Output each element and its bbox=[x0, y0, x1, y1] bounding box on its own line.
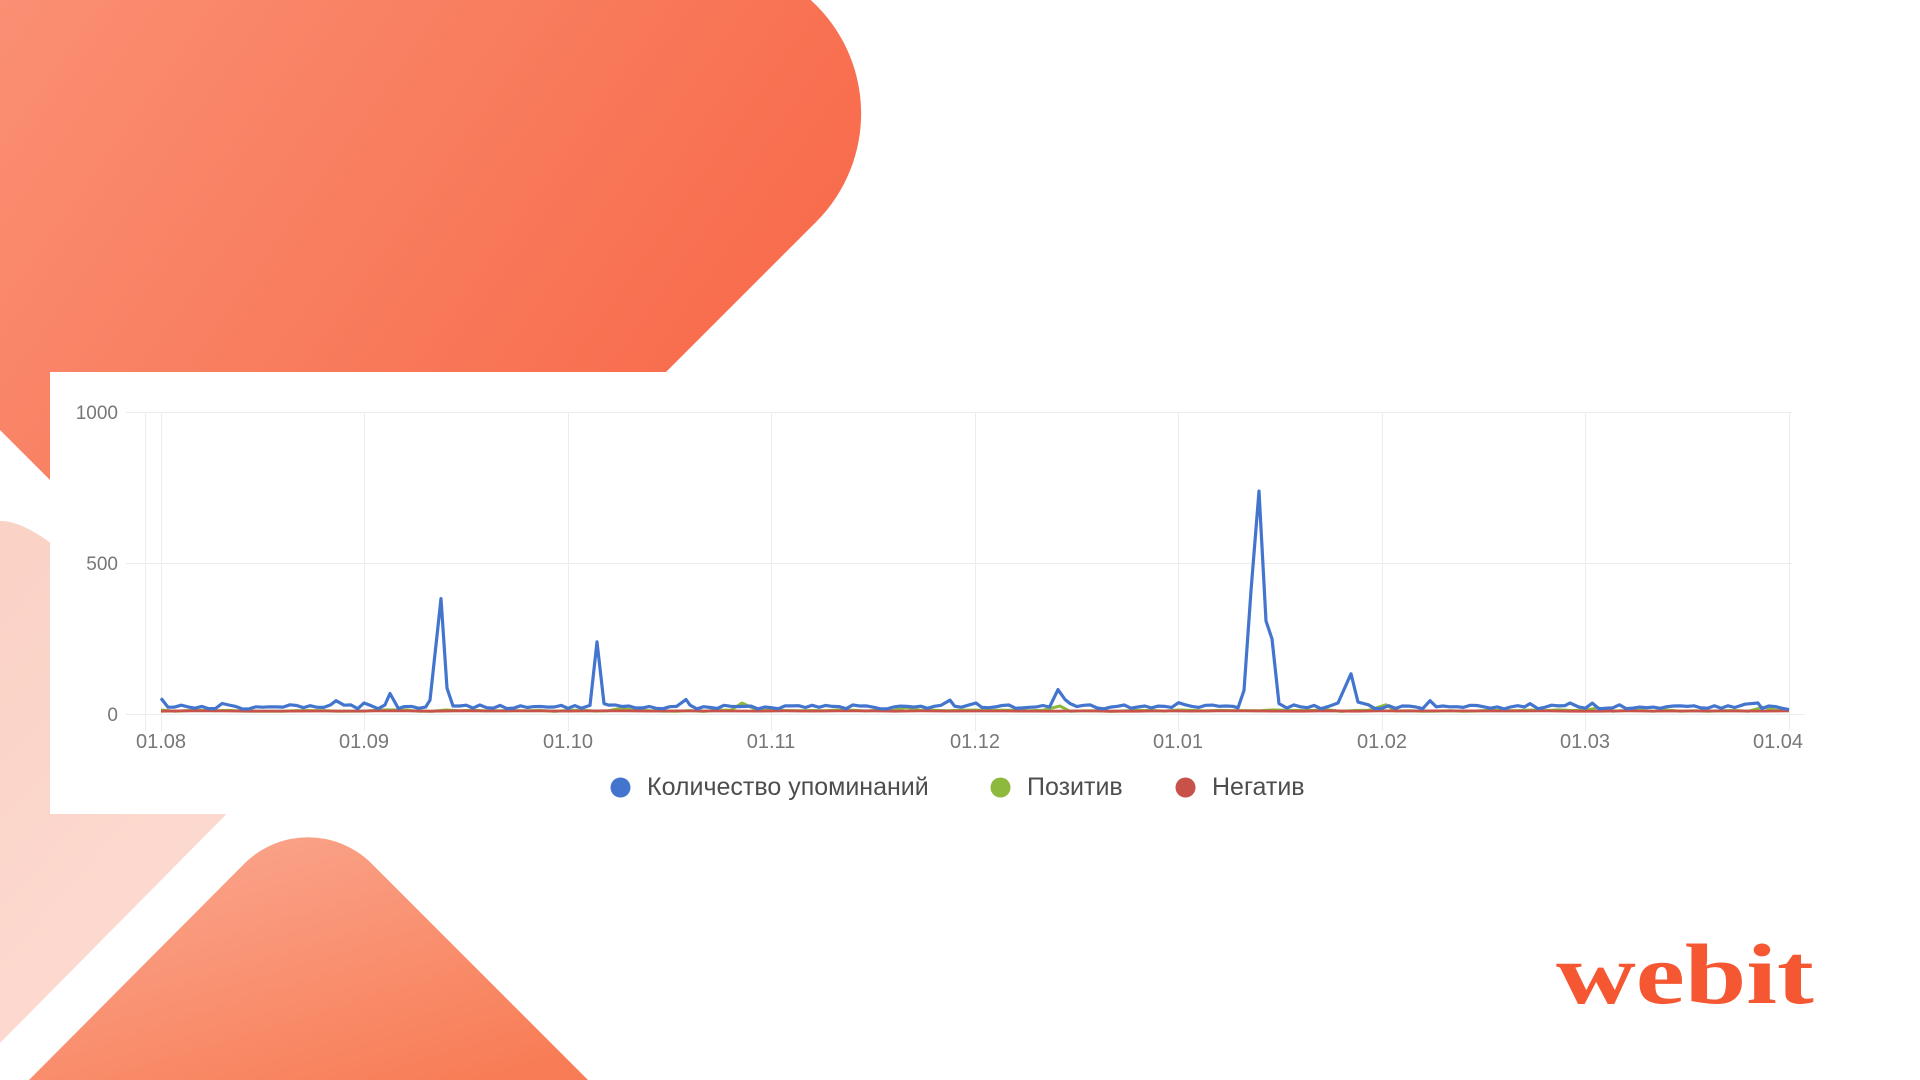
svg-text:Позитив: Позитив bbox=[1027, 773, 1123, 801]
svg-text:01.03: 01.03 bbox=[1560, 731, 1610, 753]
svg-text:01.04: 01.04 bbox=[1753, 731, 1803, 753]
svg-text:01.08: 01.08 bbox=[136, 731, 186, 753]
svg-text:0: 0 bbox=[107, 705, 118, 726]
svg-text:01.10: 01.10 bbox=[543, 731, 593, 753]
svg-text:01.01: 01.01 bbox=[1153, 731, 1203, 753]
svg-text:webit: webit bbox=[1556, 927, 1814, 1022]
svg-text:500: 500 bbox=[86, 554, 118, 575]
svg-text:01.12: 01.12 bbox=[950, 731, 1000, 753]
svg-text:01.09: 01.09 bbox=[339, 731, 389, 753]
svg-text:Негатив: Негатив bbox=[1212, 773, 1305, 801]
svg-text:01.02: 01.02 bbox=[1357, 731, 1407, 753]
svg-text:01.11: 01.11 bbox=[747, 731, 796, 753]
svg-text:1000: 1000 bbox=[76, 403, 118, 424]
svg-text:Количество упоминаний: Количество упоминаний bbox=[647, 773, 929, 801]
